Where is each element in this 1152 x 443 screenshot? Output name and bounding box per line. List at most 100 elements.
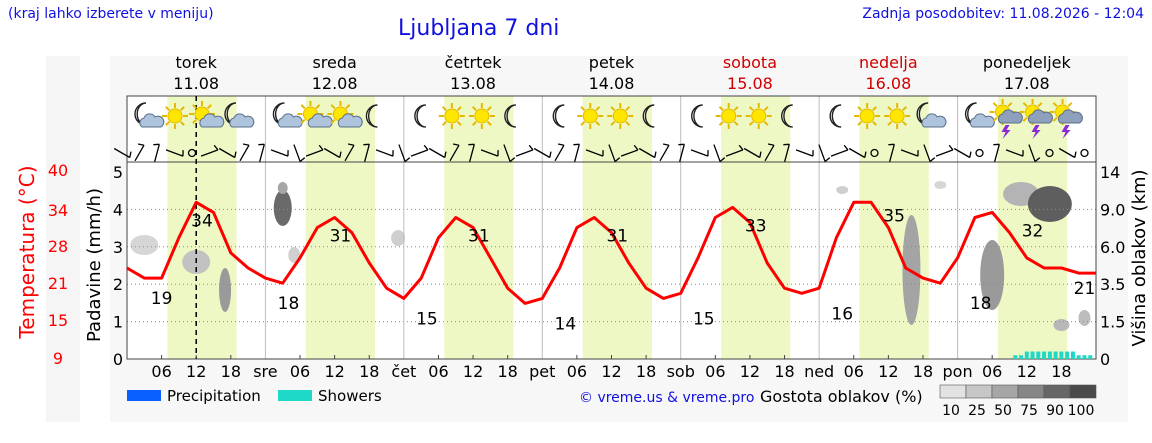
daylight-band <box>582 96 652 359</box>
wind-shaft <box>574 144 580 162</box>
sun-ray <box>345 104 351 110</box>
wind-barb <box>638 147 657 159</box>
sun-disc <box>751 108 767 124</box>
wind-shaft <box>533 147 551 159</box>
cloud-density-step-label: 10 <box>942 403 960 419</box>
wind-barb <box>1058 147 1077 159</box>
sun-ray <box>471 106 477 112</box>
sun-ray <box>206 104 212 110</box>
temperature-line <box>126 200 1096 305</box>
hour-tick-label: 06 <box>567 362 587 381</box>
wind-feather <box>557 143 565 146</box>
wind-barb <box>678 143 685 162</box>
sun-ray <box>872 120 878 126</box>
copyright-text: © vreme.us & vreme.pro <box>579 390 754 406</box>
sun-ray <box>857 120 863 126</box>
wind-feather <box>318 144 324 151</box>
day-date: 11.08 <box>173 74 219 93</box>
wind-barb <box>830 144 849 157</box>
lightning-icon <box>1001 125 1011 139</box>
hour-tick-label: 12 <box>463 362 483 381</box>
cloud-density-step-label: 25 <box>968 403 986 419</box>
cloud-icon <box>1057 109 1083 124</box>
sun-ray <box>1037 102 1043 108</box>
hour-tick-label: 06 <box>705 362 725 381</box>
day-abbr-tick: pet <box>529 362 555 381</box>
sun-ray <box>872 106 878 112</box>
lightning-icon <box>1061 125 1071 139</box>
cloud-density-swatch <box>965 384 993 399</box>
wind-feather <box>929 157 936 162</box>
wind-shaft <box>690 149 709 157</box>
hour-tick-label: 12 <box>878 362 898 381</box>
cloud-icon <box>337 113 363 128</box>
wind-barb <box>468 143 475 162</box>
cloud-density-blob <box>130 235 159 255</box>
cloud-density-swatch <box>1043 384 1071 399</box>
cloud-density-swatch <box>991 384 1019 399</box>
sun-ray <box>192 118 198 124</box>
wind-barb <box>1005 149 1024 157</box>
wind-barb <box>480 149 499 157</box>
hour-tick-label: 06 <box>844 362 864 381</box>
axes: 54321040342821159149.06.03.51.50Padavine… <box>48 161 1150 381</box>
temperature-value-label: 31 <box>606 226 628 246</box>
precipitation-legend-swatch <box>127 390 161 401</box>
sun-ray <box>595 106 601 112</box>
wind-barb <box>218 147 237 159</box>
wind-shaft <box>679 144 685 162</box>
wind-shaft <box>713 144 721 162</box>
sun-ray <box>1052 116 1058 122</box>
wind-calm <box>1045 148 1054 158</box>
sun-ray <box>748 120 754 126</box>
last-update: Zadnja posodobitev: 11.08.2026 - 12:04 <box>862 6 1144 22</box>
wind-shaft <box>784 144 790 162</box>
sun-disc <box>859 108 875 124</box>
sun-ray <box>330 118 336 124</box>
sun-ray <box>179 120 185 126</box>
wind-barb <box>410 144 429 157</box>
day-name: nedelja <box>859 53 918 72</box>
cloud-icon <box>997 109 1023 124</box>
sun-icon <box>854 103 881 129</box>
temperature-value-label: 21 <box>1074 279 1096 299</box>
sun-ray <box>1067 102 1073 108</box>
sun-ray <box>733 120 739 126</box>
wind-feather <box>969 151 972 158</box>
cloud-density-blob <box>1027 186 1072 222</box>
wind-shaft <box>638 147 656 159</box>
wind-feather <box>654 151 657 158</box>
temperature-value-label: 31 <box>330 226 352 246</box>
wind-shaft <box>923 144 931 162</box>
temperature-value-label: 18 <box>278 294 300 314</box>
cloud-density-blob <box>1078 310 1091 326</box>
sun-ray <box>441 106 447 112</box>
wind-feather <box>444 151 447 158</box>
wind-shaft <box>200 149 219 157</box>
wind-barb <box>239 143 250 162</box>
hour-tick-label: 18 <box>497 362 517 381</box>
day-abbr-tick: sre <box>253 362 277 381</box>
wind-shaft <box>1005 149 1024 157</box>
wind-feather <box>137 143 145 146</box>
shower-bar <box>1059 351 1064 359</box>
sun-ray <box>456 120 462 126</box>
wind-shaft <box>375 149 394 157</box>
temp-tick-label: 21 <box>48 274 68 293</box>
sun-disc <box>721 108 737 124</box>
daylight-band <box>859 96 929 359</box>
day-name: četrtek <box>445 53 503 72</box>
sun-ray <box>1022 102 1028 108</box>
sun-ray <box>165 106 171 112</box>
wind-shaft <box>305 149 324 157</box>
sun-ray <box>486 106 492 112</box>
wind-shaft <box>585 149 604 157</box>
temperature-value-label: 19 <box>151 289 173 309</box>
sun-ray <box>580 106 586 112</box>
wind-shaft <box>344 144 355 162</box>
sun-icon <box>607 103 634 129</box>
wind-feather <box>347 143 355 146</box>
sun-icon <box>438 103 465 129</box>
cloud-density-blob <box>273 190 292 226</box>
temperature-value-label: 18 <box>970 294 992 314</box>
